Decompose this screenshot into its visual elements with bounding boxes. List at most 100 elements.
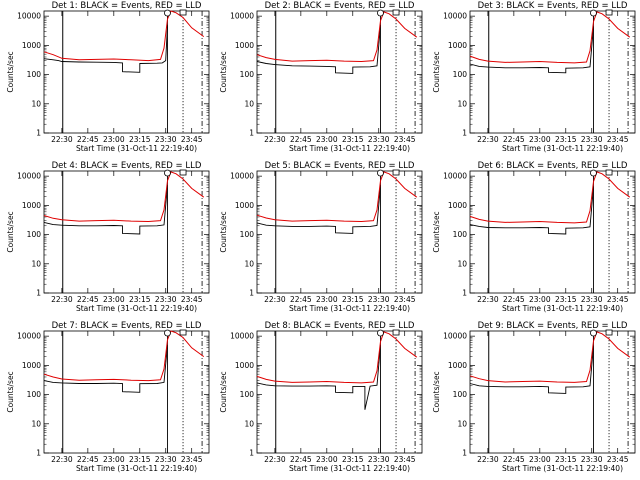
x-tick-label: 23:30 [581, 135, 603, 144]
x-tick-label: 23:15 [129, 135, 151, 144]
y-tick-label: 100 [453, 230, 468, 239]
y-tick-label: 1000 [448, 41, 467, 50]
x-axis-label: Start Time (31-Oct-11 22:19:40) [76, 464, 197, 473]
attenuator-marker [590, 169, 597, 177]
events-series-line [469, 26, 594, 74]
x-axis-label: Start Time (31-Oct-11 22:19:40) [289, 144, 410, 153]
x-axis-label: Start Time (31-Oct-11 22:19:40) [76, 144, 197, 153]
plot-frame [43, 10, 210, 134]
attenuator-marker [377, 9, 384, 17]
y-tick-label: 1 [36, 289, 41, 298]
x-tick-label: 23:45 [394, 135, 416, 144]
y-axis-label: Counts/sec [6, 371, 15, 412]
y-tick-label: 10 [31, 419, 41, 428]
y-tick-label: 1000 [448, 201, 467, 210]
plot-frame [43, 170, 210, 294]
attenuator-marker [392, 9, 400, 16]
x-tick-label: 22:30 [264, 455, 286, 464]
chart-title: Det 5: BLACK = Events, RED = LLD [265, 161, 415, 171]
detector-panel-8: Det 8: BLACK = Events, RED = LLD 1 10 100 10… [213, 320, 426, 480]
lld-series-line [469, 171, 631, 224]
detector-chart: Det 1: BLACK = Events, RED = LLD 1 10 100 10… [6, 1, 210, 153]
x-tick-label: 23:00 [103, 295, 125, 304]
x-tick-label: 23:45 [607, 135, 629, 144]
y-tick-label: 10000 [17, 12, 41, 21]
lld-series-line [43, 171, 205, 223]
events-series-line [256, 24, 381, 74]
lld-series-line [43, 10, 205, 62]
x-tick-label: 22:30 [264, 135, 286, 144]
x-axis-label: Start Time (31-Oct-11 22:19:40) [289, 304, 410, 313]
detector-panel-6: Det 6: BLACK = Events, RED = LLD 1 10 100 10… [426, 160, 639, 320]
x-tick-label: 23:15 [129, 455, 151, 464]
y-tick-label: 1000 [235, 361, 254, 370]
detector-chart: Det 4: BLACK = Events, RED = LLD 1 10 100 10… [6, 161, 210, 313]
attenuator-marker [179, 169, 187, 176]
x-axis-label: Start Time (31-Oct-11 22:19:40) [502, 304, 623, 313]
detector-chart: Det 8: BLACK = Events, RED = LLD 1 10 100 10… [219, 321, 423, 473]
x-tick-label: 22:30 [51, 295, 73, 304]
x-tick-label: 22:45 [77, 455, 99, 464]
attenuator-marker [605, 329, 613, 336]
x-tick-label: 22:30 [51, 455, 73, 464]
detector-panel-1: Det 1: BLACK = Events, RED = LLD 1 10 100 10… [0, 0, 213, 160]
x-tick-label: 23:15 [555, 295, 577, 304]
x-tick-label: 23:00 [103, 135, 125, 144]
events-series-line [256, 344, 381, 410]
x-tick-label: 23:00 [529, 295, 551, 304]
y-tick-label: 100 [453, 70, 468, 79]
x-tick-label: 23:45 [181, 455, 203, 464]
y-tick-label: 100 [27, 390, 42, 399]
detector-chart: Det 3: BLACK = Events, RED = LLD 1 10 100 10… [432, 1, 636, 153]
x-tick-label: 23:45 [181, 295, 203, 304]
chart-title: Det 3: BLACK = Events, RED = LLD [478, 1, 628, 11]
x-tick-label: 22:45 [290, 135, 312, 144]
y-tick-label: 10 [244, 259, 254, 268]
x-tick-label: 23:30 [368, 455, 390, 464]
y-tick-label: 100 [27, 70, 42, 79]
y-axis-label: Counts/sec [219, 51, 228, 92]
lld-series-line [256, 331, 418, 384]
detector-panel-3: Det 3: BLACK = Events, RED = LLD 1 10 100 10… [426, 0, 639, 160]
x-tick-label: 22:30 [477, 295, 499, 304]
detector-panel-4: Det 4: BLACK = Events, RED = LLD 1 10 100 10… [0, 160, 213, 320]
y-tick-label: 10000 [443, 12, 467, 21]
x-tick-label: 23:15 [129, 295, 151, 304]
chart-title: Det 6: BLACK = Events, RED = LLD [478, 161, 628, 171]
plot-frame [469, 330, 636, 454]
y-tick-label: 1000 [235, 201, 254, 210]
x-tick-label: 22:45 [77, 295, 99, 304]
y-tick-label: 10000 [230, 12, 254, 21]
x-tick-label: 22:45 [290, 455, 312, 464]
attenuator-marker [164, 169, 171, 177]
y-tick-label: 1 [36, 129, 41, 138]
y-tick-label: 10 [31, 259, 41, 268]
attenuator-marker [392, 329, 400, 336]
y-tick-label: 1000 [448, 361, 467, 370]
events-series-line [256, 184, 381, 234]
x-tick-label: 23:45 [607, 455, 629, 464]
x-tick-label: 23:45 [607, 295, 629, 304]
attenuator-marker [179, 9, 187, 16]
x-tick-label: 23:45 [181, 135, 203, 144]
detector-chart: Det 6: BLACK = Events, RED = LLD 1 10 100 10… [432, 161, 636, 313]
events-series-line [43, 24, 168, 73]
x-tick-label: 22:30 [477, 135, 499, 144]
x-tick-label: 23:15 [342, 455, 364, 464]
y-tick-label: 10000 [443, 172, 467, 181]
y-axis-label: Counts/sec [432, 371, 441, 412]
y-tick-label: 1000 [22, 361, 41, 370]
y-tick-label: 1 [462, 289, 467, 298]
x-tick-label: 23:00 [529, 135, 551, 144]
y-tick-label: 10 [31, 99, 41, 108]
attenuator-marker [605, 169, 613, 176]
attenuator-marker [377, 169, 384, 177]
chart-title: Det 7: BLACK = Events, RED = LLD [52, 321, 202, 331]
y-tick-label: 1 [462, 129, 467, 138]
y-axis-label: Counts/sec [219, 371, 228, 412]
x-tick-label: 22:30 [477, 455, 499, 464]
y-axis-label: Counts/sec [432, 211, 441, 252]
events-series-line [469, 186, 594, 235]
x-tick-label: 23:30 [581, 455, 603, 464]
